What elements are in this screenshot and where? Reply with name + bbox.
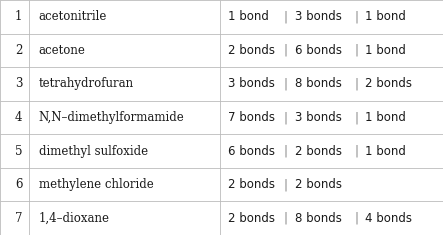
Text: 1: 1 — [15, 10, 22, 23]
Text: 2 bonds: 2 bonds — [365, 77, 412, 90]
Text: 7 bonds: 7 bonds — [228, 111, 275, 124]
Text: |: | — [354, 145, 359, 158]
Text: methylene chloride: methylene chloride — [39, 178, 153, 191]
Text: 6: 6 — [15, 178, 22, 191]
Text: |: | — [284, 111, 288, 124]
Text: 6 bonds: 6 bonds — [295, 44, 342, 57]
Text: tetrahydrofuran: tetrahydrofuran — [39, 77, 134, 90]
Text: 2 bonds: 2 bonds — [295, 178, 342, 191]
Text: 7: 7 — [15, 212, 22, 225]
Text: N,N–dimethylformamide: N,N–dimethylformamide — [39, 111, 184, 124]
Text: acetone: acetone — [39, 44, 85, 57]
Text: 6 bonds: 6 bonds — [228, 145, 275, 158]
Text: 1 bond: 1 bond — [365, 10, 406, 23]
Text: 4: 4 — [15, 111, 22, 124]
Text: |: | — [284, 145, 288, 158]
Text: 2 bonds: 2 bonds — [295, 145, 342, 158]
Text: 4 bonds: 4 bonds — [365, 212, 412, 225]
Text: 5: 5 — [15, 145, 22, 158]
Text: 8 bonds: 8 bonds — [295, 212, 342, 225]
Text: 2: 2 — [15, 44, 22, 57]
Text: |: | — [354, 10, 359, 23]
Text: 2 bonds: 2 bonds — [228, 178, 275, 191]
Text: 1 bond: 1 bond — [365, 44, 406, 57]
Text: acetonitrile: acetonitrile — [39, 10, 107, 23]
Text: |: | — [284, 44, 288, 57]
Text: 1 bond: 1 bond — [365, 145, 406, 158]
Text: 1,4–dioxane: 1,4–dioxane — [39, 212, 109, 225]
Text: |: | — [284, 77, 288, 90]
Text: |: | — [354, 212, 359, 225]
Text: 8 bonds: 8 bonds — [295, 77, 342, 90]
Text: 2 bonds: 2 bonds — [228, 212, 275, 225]
Text: 2 bonds: 2 bonds — [228, 44, 275, 57]
Text: |: | — [284, 10, 288, 23]
Text: |: | — [354, 44, 359, 57]
Text: |: | — [284, 178, 288, 191]
Text: |: | — [354, 77, 359, 90]
Text: 3 bonds: 3 bonds — [295, 111, 342, 124]
Text: 3 bonds: 3 bonds — [295, 10, 342, 23]
Text: 3 bonds: 3 bonds — [228, 77, 275, 90]
Text: |: | — [354, 111, 359, 124]
Text: 1 bond: 1 bond — [228, 10, 269, 23]
Text: 3: 3 — [15, 77, 22, 90]
Text: 1 bond: 1 bond — [365, 111, 406, 124]
Text: |: | — [284, 212, 288, 225]
Text: dimethyl sulfoxide: dimethyl sulfoxide — [39, 145, 148, 158]
